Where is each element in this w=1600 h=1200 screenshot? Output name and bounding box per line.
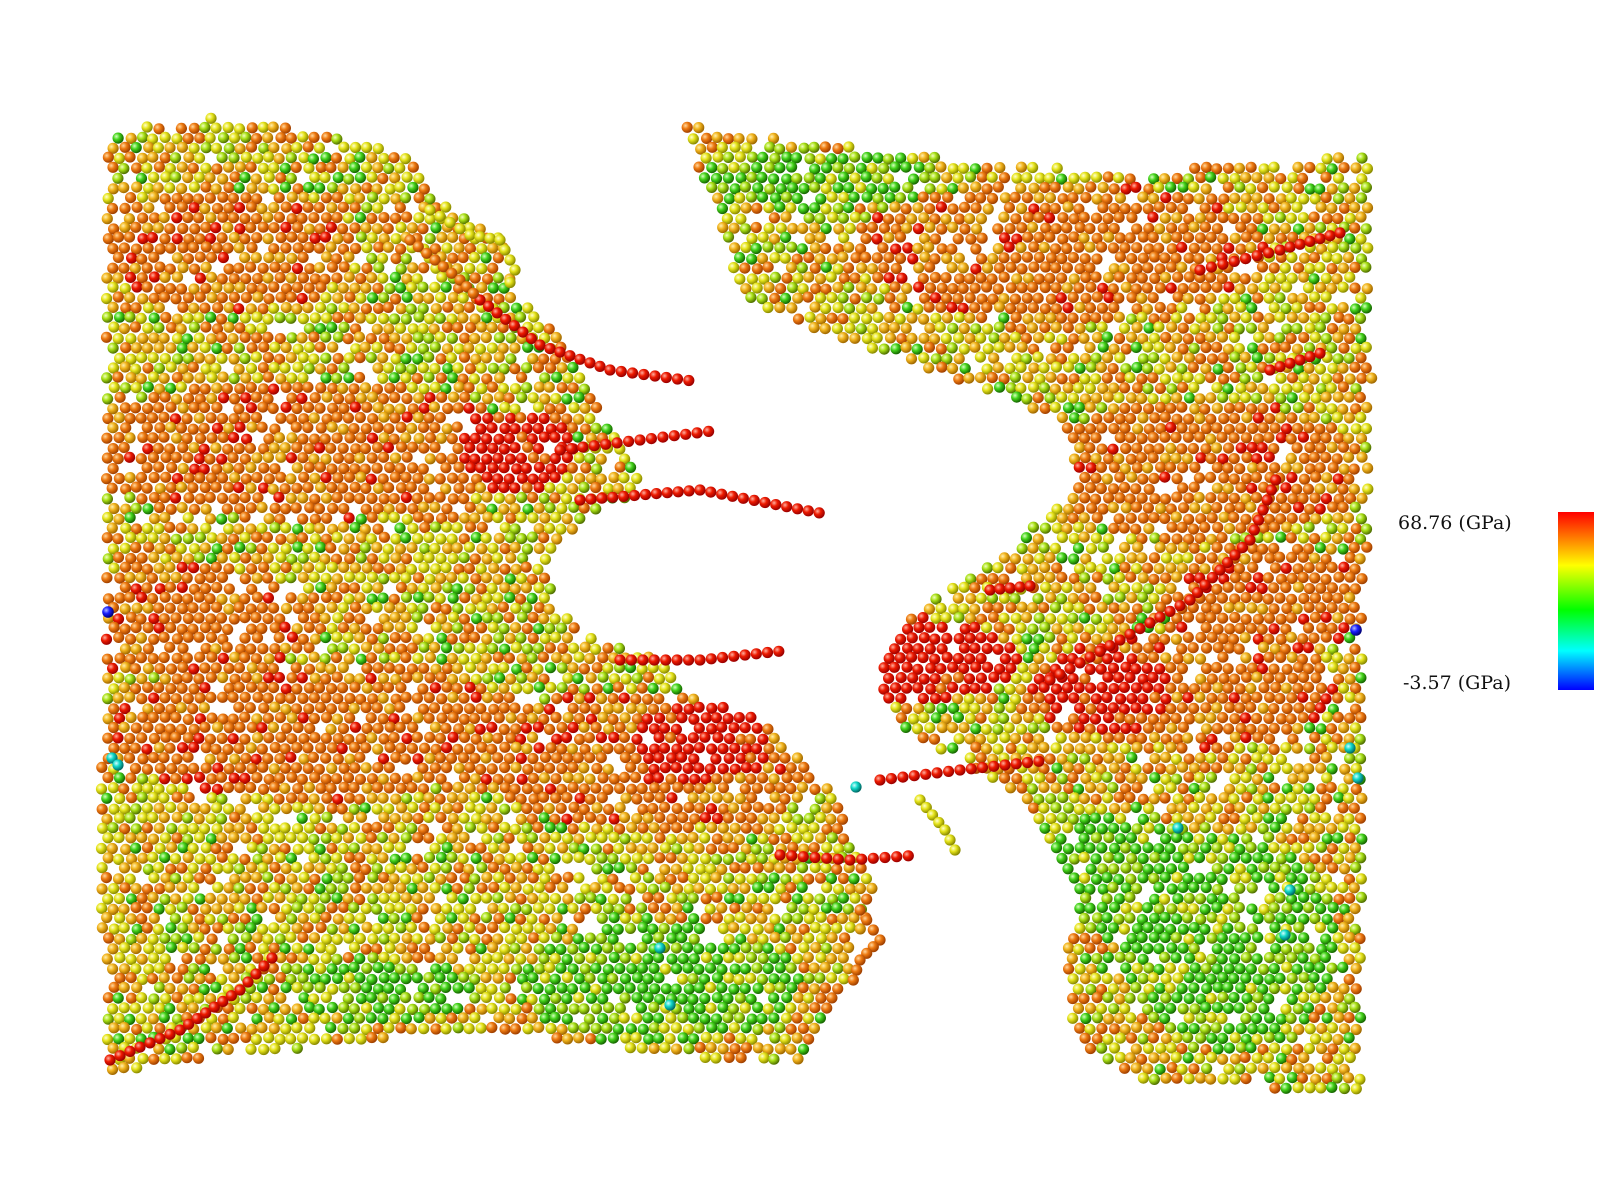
legend-max-label: 68.76 (GPa) [1398, 512, 1512, 534]
atom-layer [95, 112, 1378, 1095]
colorbar [1558, 512, 1594, 690]
legend-min-label: -3.57 (GPa) [1403, 672, 1512, 694]
